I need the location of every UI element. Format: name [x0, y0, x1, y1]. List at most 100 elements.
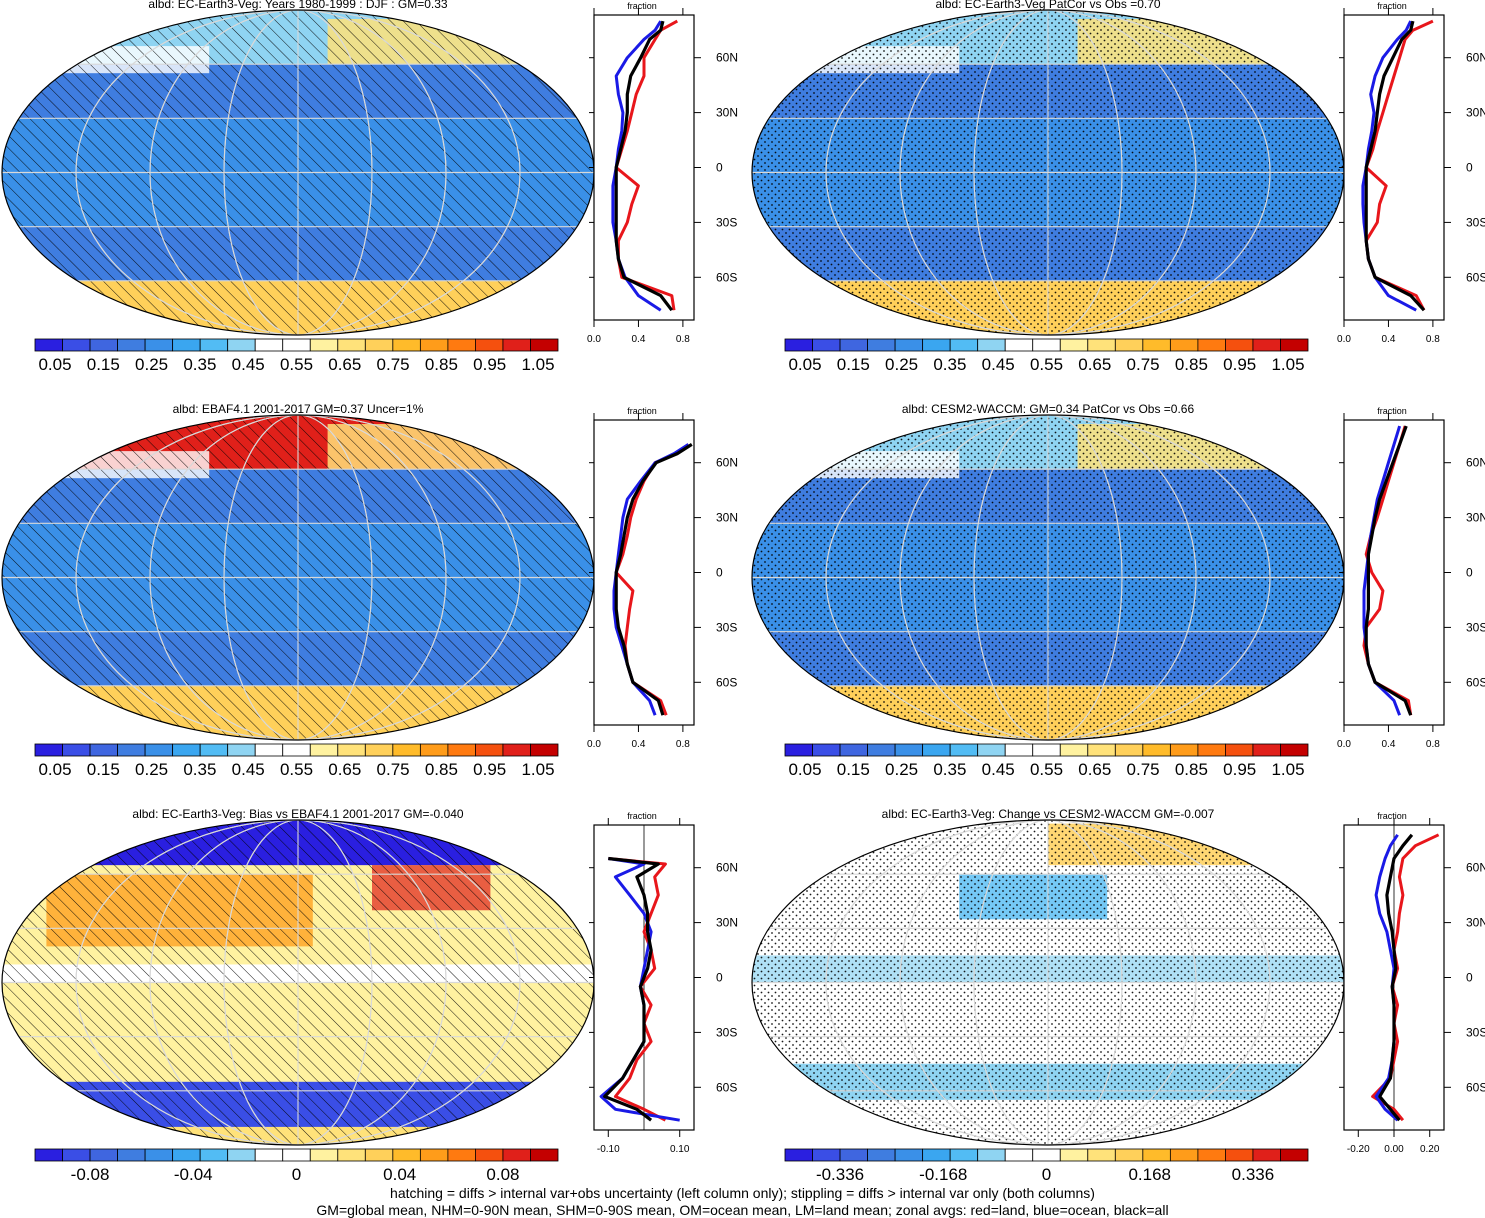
- footer-note-legend: GM=global mean, NHM=0-90N mean, SHM=0-90…: [316, 1202, 1169, 1218]
- colorbar-swatch: [1087, 1148, 1116, 1162]
- colorbar-swatch: [62, 1148, 91, 1162]
- map-p2: albd: EC-Earth3-Veg PatCor vs Obs =0.70: [751, 0, 1345, 336]
- colorbar-label: 0.15: [87, 355, 120, 374]
- colorbar-label: 1.05: [1271, 355, 1304, 374]
- colorbar-label: 0.05: [788, 760, 821, 779]
- colorbar-swatch: [227, 1148, 256, 1162]
- profile-tick-label: 0.4: [1381, 739, 1395, 750]
- colorbar-swatch: [1087, 338, 1116, 352]
- colorbar-swatch: [172, 338, 201, 352]
- colorbar-swatch: [867, 1148, 896, 1162]
- colorbar-swatch: [1059, 338, 1089, 352]
- colorbar-label: 0.05: [788, 355, 821, 374]
- colorbar-swatch: [1114, 743, 1144, 757]
- profile-lat-label: 30N: [716, 511, 738, 525]
- map-title-p4: albd: CESM2-WACCM: GM=0.34 PatCor vs Obs…: [902, 402, 1195, 416]
- zonal-profile-p2: fraction 0.0 0.4 0.8 60N 30N 0 30S 60S: [1337, 1, 1485, 345]
- colorbar-label: 0.55: [280, 355, 313, 374]
- colorbar-label: 0.55: [1030, 760, 1063, 779]
- colorbar-label: 0: [292, 1165, 301, 1184]
- colorbar-label: 1.05: [521, 355, 554, 374]
- colorbar-label: 0: [1042, 1165, 1051, 1184]
- colorbar-label: 0.55: [1030, 355, 1063, 374]
- colorbar-label: -0.08: [71, 1165, 110, 1184]
- colorbar-swatch: [977, 743, 1006, 757]
- profile-tick-label: -0.10: [597, 1144, 620, 1155]
- colorbar-swatch: [62, 338, 91, 352]
- profile-lat-label: 30N: [1466, 511, 1485, 525]
- profile-lat-label: 60S: [716, 675, 737, 689]
- colorbar-swatch: [144, 743, 174, 757]
- colorbar-swatch: [392, 743, 421, 757]
- colorbar-label: 0.05: [38, 760, 71, 779]
- colorbar-label: 0.85: [425, 355, 458, 374]
- colorbar-swatch: [784, 743, 813, 757]
- colorbar-swatch: [1032, 743, 1061, 757]
- longitude-gridline: [899, 10, 1197, 335]
- profile-lat-label: 30S: [716, 215, 737, 229]
- map-title-p2: albd: EC-Earth3-Veg PatCor vs Obs =0.70: [935, 0, 1160, 11]
- profile-xlabel: fraction: [627, 811, 657, 821]
- colorbar-swatch: [34, 1148, 63, 1162]
- profile-xlabel: fraction: [1377, 811, 1407, 821]
- colorbar-swatch: [1225, 338, 1254, 352]
- map-p1: albd: EC-Earth3-Veg: Years 1980-1999 : D…: [1, 0, 595, 336]
- colorbar-swatch: [502, 338, 531, 352]
- colorbar-swatch: [1142, 338, 1171, 352]
- colorbar-swatch: [392, 338, 421, 352]
- colorbar-label: 0.336: [1232, 1165, 1275, 1184]
- colorbar-swatch: [949, 743, 979, 757]
- profile-series-all: [1378, 833, 1414, 1122]
- colorbar-swatch: [977, 1148, 1006, 1162]
- colorbar-label: 0.168: [1128, 1165, 1171, 1184]
- profile-lat-label: 0: [716, 971, 723, 985]
- colorbar-label: 0.08: [486, 1165, 519, 1184]
- colorbar-swatch: [812, 1148, 841, 1162]
- profile-tick-label: 0.0: [1337, 334, 1351, 345]
- map-field-p3: [2, 415, 594, 740]
- colorbar-change: -0.336 -0.168 0 0.168 0.336: [784, 1148, 1309, 1184]
- colorbar-swatch: [812, 338, 841, 352]
- colorbar-label: 0.35: [933, 760, 966, 779]
- colorbar-label: 0.85: [1175, 760, 1208, 779]
- colorbar-label: 0.25: [135, 760, 168, 779]
- colorbar-swatch: [337, 1148, 366, 1162]
- profile-lat-label: 30N: [716, 916, 738, 930]
- colorbar-label: 0.15: [837, 355, 870, 374]
- longitude-gridline: [223, 820, 373, 1145]
- colorbar-swatch: [502, 743, 531, 757]
- colorbar-label: 0.85: [1175, 355, 1208, 374]
- profile-tick-label: 0.20: [1420, 1144, 1440, 1155]
- map-field-p1: [2, 10, 594, 335]
- colorbar-label: 0.95: [473, 355, 506, 374]
- colorbar-swatch: [784, 1148, 813, 1162]
- colorbar-label: 0.55: [280, 760, 313, 779]
- footer-note-hatching: hatching = diffs > internal var+obs unce…: [390, 1185, 1095, 1201]
- colorbar-swatch: [254, 1148, 284, 1162]
- profile-lat-label: 30N: [1466, 916, 1485, 930]
- colorbar-label: 0.35: [933, 355, 966, 374]
- colorbar-swatch: [1004, 338, 1034, 352]
- profile-lat-label: 60N: [716, 861, 738, 875]
- colorbar-swatch: [172, 1148, 201, 1162]
- profile-tick-label: 0.0: [587, 739, 601, 750]
- colorbar-swatch: [89, 1148, 118, 1162]
- zonal-profile-p3: fraction 0.0 0.4 0.8 60N 30N 0 30S 60S: [587, 406, 738, 750]
- zonal-profile-p6: fraction -0.20 0.00 0.20 60N 30N 0 30S 60S: [1339, 811, 1485, 1155]
- colorbar-label: 0.45: [232, 760, 265, 779]
- profile-lat-label: 30N: [716, 106, 738, 120]
- colorbar-swatch: [392, 1148, 421, 1162]
- profile-lat-label: 30S: [1466, 215, 1485, 229]
- colorbar-swatch: [199, 1148, 229, 1162]
- colorbar-swatch: [1225, 743, 1254, 757]
- colorbar-swatch: [922, 338, 951, 352]
- colorbar-swatch: [1032, 338, 1061, 352]
- colorbar-swatch: [1059, 1148, 1089, 1162]
- colorbar-swatch: [784, 338, 813, 352]
- colorbar-abs: 0.05 0.15 0.25 0.35 0.45 0.55 0.65 0.75 0.85 0.95…: [34, 743, 559, 779]
- colorbar-label: -0.336: [816, 1165, 864, 1184]
- colorbar-label: 0.85: [425, 760, 458, 779]
- colorbar-swatch: [977, 338, 1006, 352]
- colorbar-swatch: [922, 743, 951, 757]
- longitude-gridline: [223, 10, 373, 335]
